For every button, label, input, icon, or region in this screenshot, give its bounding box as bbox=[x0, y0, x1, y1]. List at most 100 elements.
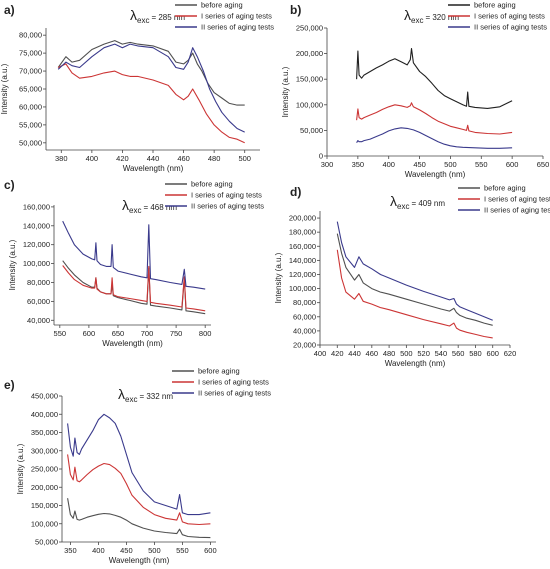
series-line-1 bbox=[62, 260, 206, 315]
x-tick-label: 500 bbox=[444, 160, 457, 169]
y-tick-label: 300,000 bbox=[31, 446, 58, 455]
excitation-symbol: λ bbox=[122, 197, 129, 213]
y-tick-label: 65,000 bbox=[19, 85, 42, 94]
excitation-annotation: λexc = 468 nm bbox=[122, 197, 177, 215]
y-tick-label: 50,000 bbox=[35, 538, 58, 547]
x-tick-label: 460 bbox=[366, 349, 379, 358]
y-tick-label: 50,000 bbox=[300, 126, 323, 135]
y-tick-label: 100,000 bbox=[296, 100, 323, 109]
y-tick-label: 80,000 bbox=[293, 298, 316, 307]
legend: before aging I series of aging tests II se… bbox=[172, 367, 271, 398]
y-axis-label: Intensity (a.u.) bbox=[281, 66, 290, 117]
y-tick-label: 40,000 bbox=[293, 326, 316, 335]
x-tick-label: 500 bbox=[238, 154, 251, 163]
legend-entry: before aging bbox=[201, 1, 243, 10]
x-tick-label: 600 bbox=[204, 546, 217, 555]
excitation-symbol: λ bbox=[404, 7, 411, 23]
legend: before aging I series of aging tests II se… bbox=[175, 1, 274, 32]
y-tick-label: 180,000 bbox=[289, 228, 316, 237]
series-line-3 bbox=[57, 43, 245, 133]
legend-entry: I series of aging tests bbox=[198, 378, 269, 387]
excitation-subscript: exc bbox=[125, 395, 137, 404]
legend-entry: before aging bbox=[191, 180, 233, 189]
y-tick-label: 0 bbox=[319, 152, 323, 161]
excitation-symbol: λ bbox=[118, 386, 125, 402]
y-tick-label: 60,000 bbox=[27, 297, 50, 306]
excitation-annotation: λexc = 332 nm bbox=[118, 386, 173, 404]
series-line-2 bbox=[67, 454, 211, 526]
chart-panel-1: a) λexc = 285 nm 380 400 420 440 460 480 500 50,00… bbox=[0, 1, 274, 174]
y-tick-label: 250,000 bbox=[31, 465, 58, 474]
x-tick-label: 440 bbox=[147, 154, 160, 163]
x-axis-label: Wavelength (nm) bbox=[123, 164, 184, 173]
legend: before aging I series of aging tests II se… bbox=[458, 184, 550, 215]
x-axis-label: Wavelength (nm) bbox=[109, 556, 170, 565]
y-tick-label: 100,000 bbox=[23, 259, 50, 268]
y-tick-label: 120,000 bbox=[289, 270, 316, 279]
chart-panel-4: d) λexc = 409 nm 400 420 440 460 480 500 520 540 56… bbox=[274, 184, 550, 369]
y-tick-label: 20,000 bbox=[293, 341, 316, 350]
y-axis-label: Intensity (a.u.) bbox=[8, 239, 17, 290]
series-line-3 bbox=[356, 127, 513, 149]
x-tick-label: 460 bbox=[177, 154, 190, 163]
y-tick-label: 160,000 bbox=[289, 242, 316, 251]
excitation-value: = 468 nm bbox=[143, 203, 177, 212]
x-tick-label: 400 bbox=[92, 546, 105, 555]
panel-label: a) bbox=[4, 3, 15, 17]
y-tick-label: 150,000 bbox=[296, 75, 323, 84]
y-tick-label: 120,000 bbox=[23, 240, 50, 249]
y-tick-label: 250,000 bbox=[296, 24, 323, 33]
series-line-3 bbox=[336, 221, 493, 321]
series-line-2 bbox=[336, 249, 493, 339]
x-tick-label: 450 bbox=[120, 546, 133, 555]
x-tick-label: 800 bbox=[199, 329, 212, 338]
y-tick-label: 160,000 bbox=[23, 202, 50, 211]
x-tick-label: 550 bbox=[54, 329, 67, 338]
x-tick-label: 350 bbox=[64, 546, 77, 555]
x-tick-label: 550 bbox=[475, 160, 488, 169]
x-tick-label: 450 bbox=[413, 160, 426, 169]
legend: before aging I series of aging tests II se… bbox=[448, 1, 547, 32]
x-tick-label: 380 bbox=[55, 154, 68, 163]
x-axis-label: Wavelength (nm) bbox=[405, 170, 466, 179]
series-line-1 bbox=[356, 47, 513, 109]
y-tick-label: 50,000 bbox=[19, 138, 42, 147]
y-tick-label: 200,000 bbox=[289, 214, 316, 223]
series-line-1 bbox=[336, 233, 493, 326]
y-tick-label: 150,000 bbox=[31, 501, 58, 510]
panel-label: b) bbox=[290, 3, 301, 17]
x-tick-label: 400 bbox=[382, 160, 395, 169]
x-tick-label: 540 bbox=[435, 349, 448, 358]
y-axis-label: Intensity (a.u.) bbox=[274, 252, 283, 303]
legend-entry: before aging bbox=[474, 1, 516, 10]
x-tick-label: 300 bbox=[321, 160, 334, 169]
x-tick-label: 600 bbox=[83, 329, 96, 338]
excitation-subscript: exc bbox=[397, 202, 409, 211]
panel-label: c) bbox=[4, 178, 15, 192]
legend-entry: before aging bbox=[198, 367, 240, 376]
x-tick-label: 700 bbox=[141, 329, 154, 338]
y-tick-label: 350,000 bbox=[31, 428, 58, 437]
x-tick-label: 600 bbox=[506, 160, 519, 169]
y-tick-label: 200,000 bbox=[31, 483, 58, 492]
x-tick-label: 400 bbox=[86, 154, 99, 163]
legend-entry: II series of aging tests bbox=[198, 389, 271, 398]
y-axis-label: Intensity (a.u.) bbox=[0, 63, 9, 114]
x-tick-label: 400 bbox=[314, 349, 327, 358]
excitation-subscript: exc bbox=[137, 16, 149, 25]
legend-entry: II series of aging tests bbox=[191, 202, 264, 211]
excitation-value: = 332 nm bbox=[139, 392, 173, 401]
x-tick-label: 750 bbox=[170, 329, 183, 338]
series-line-2 bbox=[62, 265, 206, 312]
y-tick-label: 400,000 bbox=[31, 410, 58, 419]
series-line-3 bbox=[67, 413, 211, 516]
x-tick-label: 350 bbox=[352, 160, 365, 169]
chart-panel-3: c) λexc = 468 nm 550 600 650 700 750 800 40,000 60… bbox=[4, 178, 264, 348]
legend-entry: I series of aging tests bbox=[191, 191, 262, 200]
legend-entry: II series of aging tests bbox=[484, 206, 550, 215]
x-tick-label: 420 bbox=[331, 349, 344, 358]
excitation-annotation: λexc = 320 nm bbox=[404, 7, 459, 25]
x-tick-label: 580 bbox=[469, 349, 482, 358]
series-line-1 bbox=[57, 40, 245, 106]
